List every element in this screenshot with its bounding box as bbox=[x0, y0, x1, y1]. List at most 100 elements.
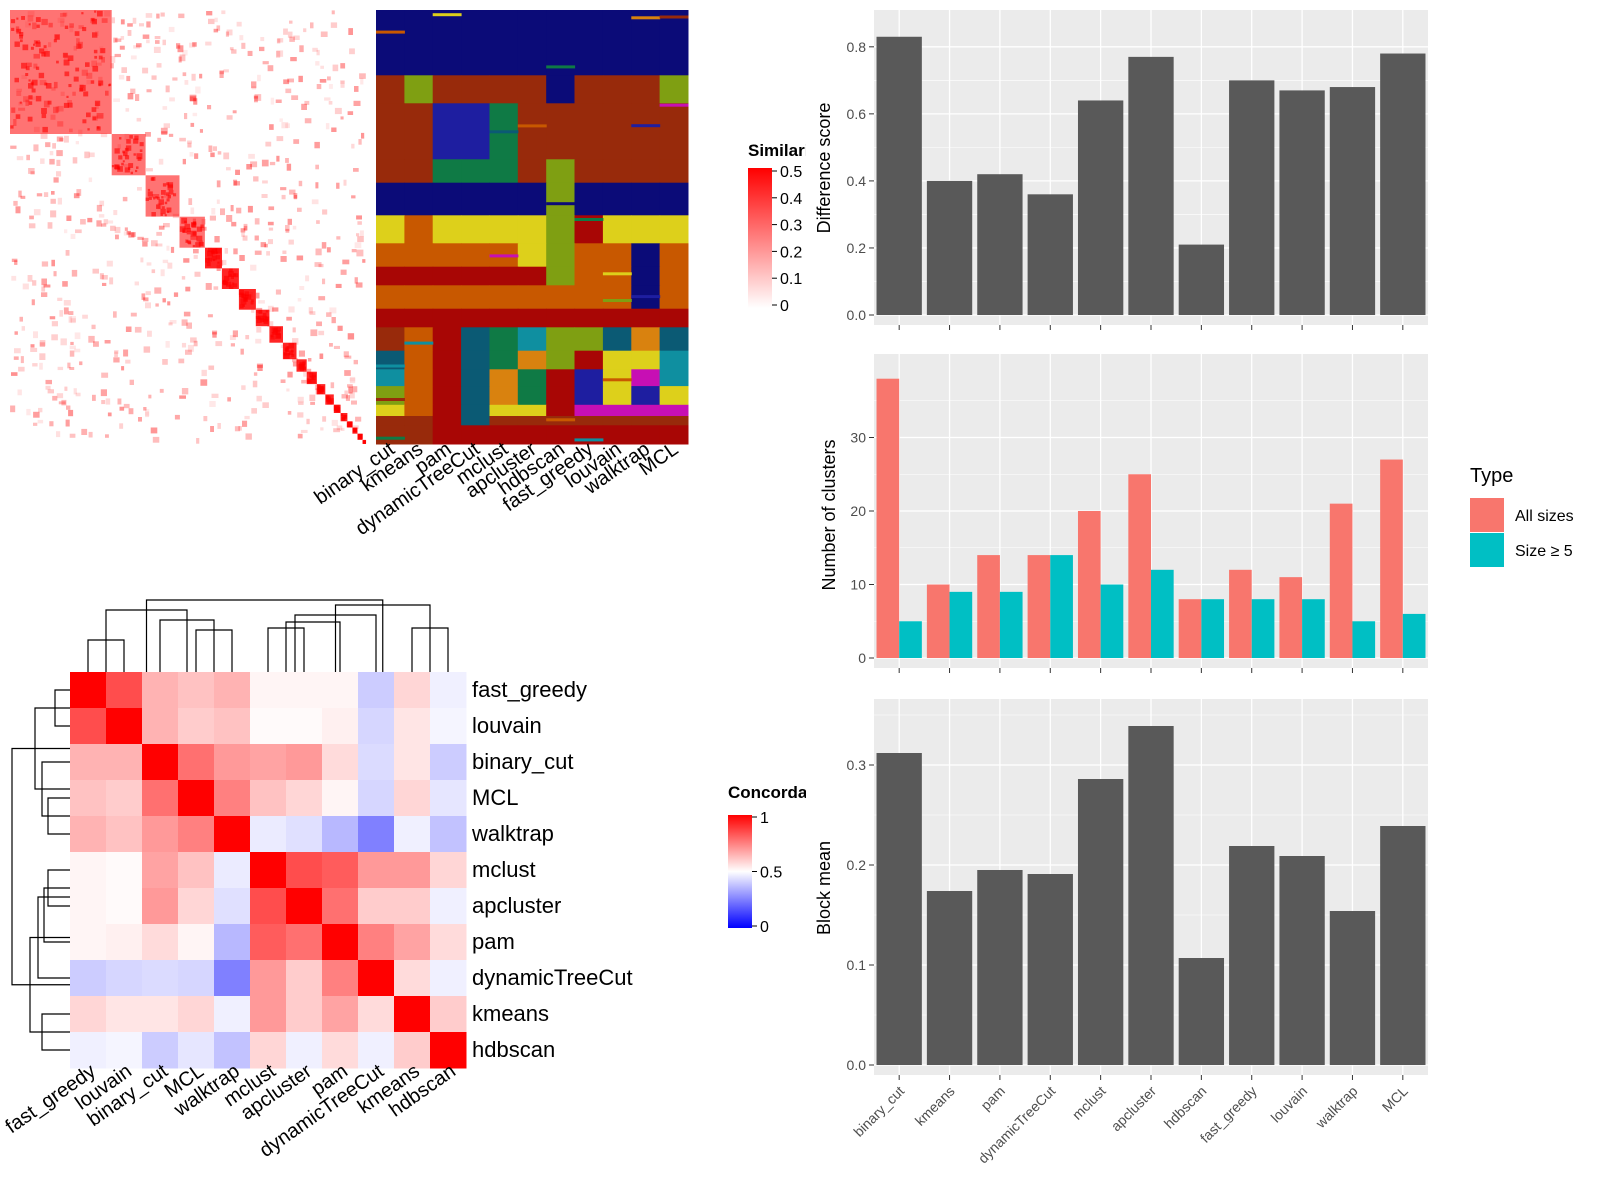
bar bbox=[1329, 911, 1376, 1065]
similarity-cell bbox=[131, 232, 136, 237]
bar-x-label: MCL bbox=[1379, 1083, 1411, 1115]
similarity-cell bbox=[73, 193, 80, 199]
similarity-cell bbox=[129, 379, 134, 385]
concordance-cell bbox=[286, 1032, 323, 1069]
concordance-cell bbox=[142, 780, 179, 817]
assignment-cell bbox=[517, 327, 547, 352]
similarity-cell bbox=[315, 164, 319, 170]
similarity-cell bbox=[151, 240, 158, 247]
similarity-cell bbox=[111, 17, 115, 24]
similarity-cell bbox=[62, 281, 68, 287]
similarity-cell bbox=[179, 226, 186, 232]
similarity-cell bbox=[43, 45, 47, 49]
similarity-cell bbox=[235, 169, 240, 175]
similarity-cell bbox=[289, 20, 293, 24]
assignment-cell bbox=[546, 404, 576, 417]
similarity-cell bbox=[223, 69, 229, 73]
similarity-cell bbox=[35, 41, 41, 47]
similarity-cell bbox=[10, 405, 16, 413]
similarity-cell bbox=[280, 379, 286, 383]
similarity-cell bbox=[286, 316, 292, 321]
similarity-cell bbox=[244, 415, 250, 420]
concordance-legend-tick-label: 0 bbox=[760, 919, 769, 936]
concordance-cell bbox=[250, 816, 287, 853]
similarity-cell bbox=[167, 195, 171, 199]
assignment-cell bbox=[489, 416, 519, 426]
assignment-cell bbox=[546, 308, 576, 328]
similarity-cell bbox=[194, 153, 199, 159]
similarity-cell bbox=[155, 40, 160, 44]
similarity-cell bbox=[234, 273, 239, 278]
assignment-cell bbox=[461, 386, 490, 406]
assignment-cell bbox=[659, 404, 689, 417]
similarity-cell bbox=[39, 340, 46, 346]
concordance-cell bbox=[214, 816, 251, 853]
similarity-cell bbox=[124, 227, 128, 231]
concordance-cell bbox=[214, 744, 251, 781]
similarity-cell bbox=[130, 171, 133, 175]
bar-x-label: kmeans bbox=[912, 1083, 958, 1129]
y-tick-label: 30 bbox=[850, 430, 866, 446]
assignment-cell bbox=[461, 369, 490, 387]
similarity-cell bbox=[21, 326, 25, 331]
bar-x-label: hdbscan bbox=[1161, 1083, 1210, 1132]
bar-size5 bbox=[899, 621, 922, 658]
similarity-cell bbox=[96, 204, 102, 212]
similarity-cell bbox=[33, 331, 38, 339]
similarity-cell bbox=[151, 75, 157, 80]
similarity-cell bbox=[74, 348, 81, 353]
similarity-cell bbox=[181, 388, 189, 395]
assignment-cell bbox=[631, 369, 661, 387]
similarity-cell bbox=[201, 369, 207, 377]
similarity-cell bbox=[324, 97, 331, 101]
concordance-legend-colorbar bbox=[728, 815, 752, 928]
concordance-cell bbox=[358, 852, 395, 889]
bar-x-label: binary_cut bbox=[850, 1083, 907, 1140]
similarity-cell bbox=[283, 353, 290, 359]
similarity-cell bbox=[82, 27, 87, 32]
similarity-legend-colorbar bbox=[748, 168, 772, 308]
similarity-cell bbox=[167, 184, 173, 190]
similarity-cell bbox=[19, 34, 23, 39]
similarity-cell bbox=[87, 128, 90, 131]
similarity-cell bbox=[267, 305, 274, 312]
assignment-cell bbox=[404, 266, 434, 286]
assignment-cell bbox=[602, 285, 632, 310]
assignment-cell bbox=[376, 159, 405, 184]
assignment-stripe bbox=[602, 378, 632, 382]
block-mean-y-title: Block mean bbox=[814, 841, 834, 935]
similarity-cell bbox=[56, 159, 61, 166]
similarity-cell bbox=[145, 302, 151, 309]
similarity-cell bbox=[340, 80, 345, 88]
similarity-cell bbox=[181, 276, 186, 280]
similarity-cell bbox=[162, 183, 167, 187]
concordance-cell bbox=[70, 708, 107, 745]
similarity-cell bbox=[82, 119, 87, 124]
similarity-cell bbox=[193, 249, 199, 254]
bar bbox=[1077, 779, 1124, 1065]
similarity-cell bbox=[49, 151, 54, 156]
similarity-cell bbox=[57, 197, 62, 205]
similarity-cell bbox=[330, 22, 338, 28]
concordance-cell bbox=[142, 924, 179, 961]
concordance-cell bbox=[322, 708, 359, 745]
similarity-cell bbox=[242, 420, 248, 427]
concordance-legend-tick-label: 0.5 bbox=[760, 865, 782, 882]
assignment-cell bbox=[546, 182, 576, 216]
similarity-cell bbox=[86, 112, 91, 118]
bar bbox=[1178, 244, 1225, 315]
concordance-cell bbox=[394, 780, 431, 817]
similarity-cell bbox=[285, 123, 290, 128]
assignment-stripe bbox=[489, 254, 519, 258]
similarity-cell bbox=[128, 167, 131, 170]
similarity-cell bbox=[30, 344, 35, 348]
type-legend-label-size5: Size ≥ 5 bbox=[1515, 543, 1573, 560]
similarity-cell bbox=[14, 331, 18, 335]
assignment-stripe bbox=[631, 124, 661, 128]
assignment-cell bbox=[461, 182, 490, 216]
similarity-cell bbox=[349, 378, 356, 382]
concordance-cell bbox=[106, 1032, 143, 1069]
similarity-cell bbox=[85, 62, 90, 67]
similarity-cell bbox=[167, 301, 171, 306]
similarity-cell bbox=[314, 262, 322, 267]
